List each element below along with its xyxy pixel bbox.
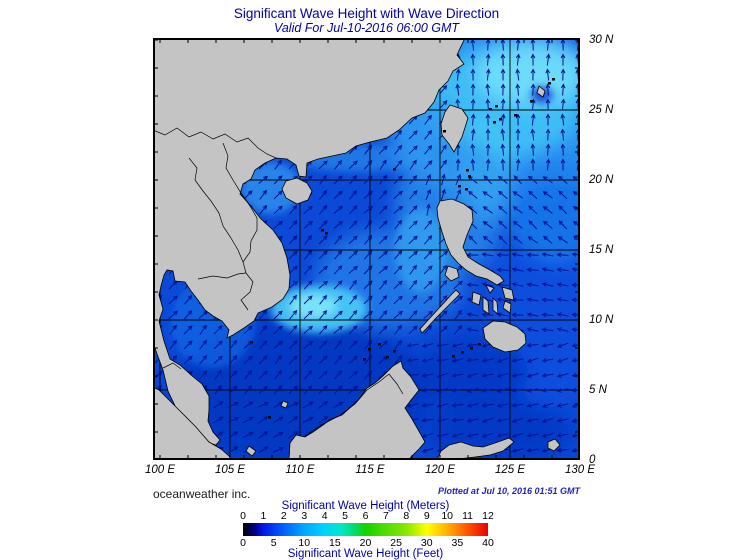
lat-tick-label: 15 N <box>589 244 614 256</box>
legend-feet-ticks: 0 5 10 15 20 25 30 35 40 <box>240 537 494 549</box>
legend-meters-label: Significant Wave Height (Meters) <box>281 500 450 512</box>
plotted-timestamp: Plotted at Jul 10, 2016 01:51 GMT <box>437 486 580 496</box>
lon-tick-label: 120 E <box>424 464 456 476</box>
meters-tick: 9 <box>423 510 430 522</box>
meters-tick: 0 <box>240 510 246 522</box>
map-frame <box>153 38 580 460</box>
colorbar <box>243 523 488 536</box>
chart-title: Significant Wave Height with Wave Direct… <box>233 6 500 21</box>
country-borders <box>153 127 404 437</box>
lat-tick-label: 25 N <box>589 104 614 116</box>
feet-tick: 5 <box>270 537 277 549</box>
meters-tick: 2 <box>280 510 287 522</box>
legend-meters-ticks: 0 1 2 3 4 5 6 7 8 9 10 11 12 <box>240 510 494 522</box>
lat-tick-label: 20 N <box>589 174 614 186</box>
source-credit: oceanweather inc. <box>153 487 251 501</box>
meters-tick: 5 <box>342 510 348 522</box>
meters-tick: 12 <box>482 510 494 522</box>
small-islands <box>238 78 555 460</box>
feet-tick: 40 <box>482 537 494 549</box>
wave-map <box>153 38 580 460</box>
feet-tick: 10 <box>298 537 311 549</box>
feet-tick: 35 <box>451 537 464 549</box>
feet-tick: 20 <box>359 537 372 549</box>
meters-tick: 8 <box>403 510 410 522</box>
feet-tick: 0 <box>240 537 246 549</box>
lon-tick-label: 110 E <box>285 464 315 476</box>
land-masses <box>153 38 561 460</box>
meters-tick: 10 <box>441 510 453 522</box>
meters-tick: 3 <box>301 510 308 522</box>
lon-tick-label: 130 E <box>564 464 596 476</box>
meters-tick: 7 <box>382 510 389 522</box>
meters-tick: 4 <box>321 510 328 522</box>
lon-tick-label: 105 E <box>214 464 246 476</box>
feet-tick: 30 <box>420 537 433 549</box>
legend-feet-label: Significant Wave Height (Feet) <box>287 548 444 560</box>
meters-tick: 11 <box>462 510 474 522</box>
lon-tick-label: 115 E <box>355 464 385 476</box>
meters-tick: 1 <box>260 510 267 522</box>
map-layers <box>153 38 580 460</box>
lat-tick-label: 10 N <box>589 314 614 326</box>
lat-tick-label: 0 <box>589 454 596 466</box>
lat-tick-label: 5 N <box>589 384 607 396</box>
lat-tick-label: 30 N <box>589 34 614 46</box>
meters-tick: 6 <box>362 510 369 522</box>
lon-tick-label: 100 E <box>144 464 176 476</box>
lon-tick-label: 125 E <box>494 464 526 476</box>
feet-tick: 25 <box>390 537 402 549</box>
feet-tick: 15 <box>329 537 341 549</box>
chart-subtitle: Valid For Jul-10-2016 06:00 GMT <box>273 21 460 35</box>
